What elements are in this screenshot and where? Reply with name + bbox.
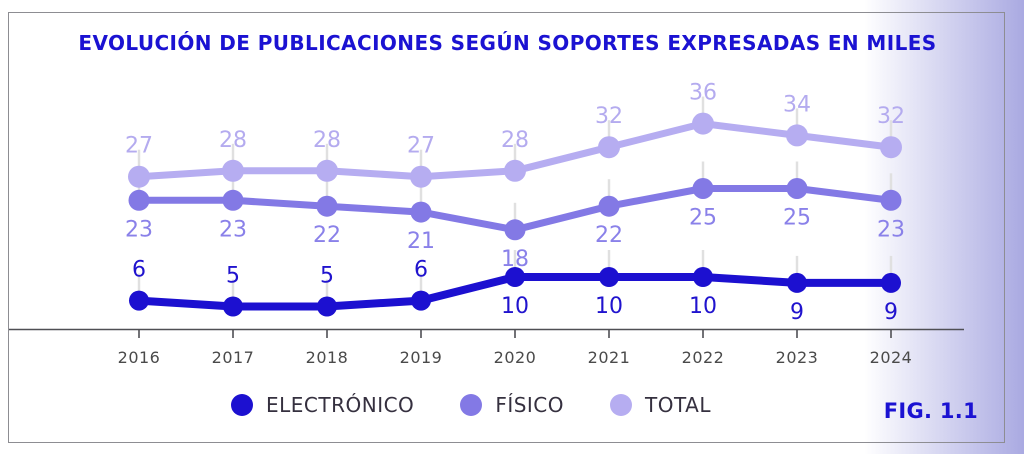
chart-legend: ELECTRÓNICO FÍSICO TOTAL xyxy=(231,393,711,417)
data-point-fisico xyxy=(316,195,338,217)
data-label-total: 28 xyxy=(313,128,341,153)
x-axis-year-label: 2019 xyxy=(400,348,443,367)
x-axis-year-label: 2020 xyxy=(494,348,537,367)
data-point-electronico xyxy=(411,290,431,311)
data-label-total: 34 xyxy=(783,92,811,117)
data-point-fisico xyxy=(880,189,902,211)
legend-item-fisico: FÍSICO xyxy=(460,393,564,417)
data-label-electronico: 6 xyxy=(132,258,146,283)
x-axis-year-label: 2024 xyxy=(870,348,913,367)
data-point-electronico xyxy=(599,267,619,287)
data-point-electronico xyxy=(881,272,901,293)
data-label-electronico: 5 xyxy=(226,264,240,289)
x-axis-year-label: 2021 xyxy=(588,348,631,367)
data-point-fisico xyxy=(128,189,150,211)
data-point-fisico xyxy=(222,189,244,211)
data-label-total: 28 xyxy=(501,128,529,153)
data-label-fisico: 22 xyxy=(595,223,623,248)
data-label-fisico: 21 xyxy=(407,229,435,254)
x-axis-year-label: 2022 xyxy=(682,348,725,367)
data-label-electronico: 9 xyxy=(790,300,804,325)
data-point-electronico xyxy=(129,290,149,311)
figure-panel-border xyxy=(8,12,1005,443)
data-label-electronico: 10 xyxy=(689,294,717,319)
legend-label-fisico: FÍSICO xyxy=(495,393,565,417)
data-label-fisico: 25 xyxy=(689,206,717,231)
data-label-electronico: 10 xyxy=(595,294,623,319)
data-label-total: 28 xyxy=(219,128,247,153)
chart-title: EVOLUCIÓN DE PUBLICACIONES SEGÚN SOPORTE… xyxy=(78,31,937,55)
data-point-total xyxy=(410,165,432,188)
legend-item-total: TOTAL xyxy=(610,393,711,417)
legend-item-electronico: ELECTRÓNICO xyxy=(231,393,414,417)
data-label-electronico: 5 xyxy=(320,264,334,289)
data-point-fisico xyxy=(504,219,526,241)
data-point-fisico xyxy=(692,178,714,199)
data-label-total: 27 xyxy=(125,134,153,159)
data-label-electronico: 10 xyxy=(501,294,529,319)
x-axis-year-label: 2017 xyxy=(212,348,255,367)
fisico-series-dot-icon xyxy=(460,394,483,416)
data-point-total xyxy=(316,159,338,182)
data-label-total: 36 xyxy=(689,81,717,106)
data-label-fisico: 23 xyxy=(125,217,153,242)
data-point-fisico xyxy=(786,178,808,199)
data-point-total xyxy=(880,136,902,159)
data-label-total: 32 xyxy=(595,104,623,129)
data-label-fisico: 23 xyxy=(877,217,905,242)
legend-label-total: TOTAL xyxy=(645,393,711,417)
data-label-fisico: 23 xyxy=(219,217,247,242)
data-point-total xyxy=(128,165,150,188)
data-label-electronico: 9 xyxy=(884,300,898,325)
data-label-total: 27 xyxy=(407,134,435,159)
legend-label-electronico: ELECTRÓNICO xyxy=(266,393,415,417)
data-label-total: 32 xyxy=(877,104,905,129)
data-point-fisico xyxy=(598,195,620,217)
data-point-total xyxy=(786,124,808,147)
x-axis-year-label: 2023 xyxy=(776,348,819,367)
data-point-electronico xyxy=(787,272,807,293)
figure-number: FIG. 1.1 xyxy=(883,399,978,423)
data-point-electronico xyxy=(693,267,713,287)
x-axis-year-label: 2016 xyxy=(118,348,161,367)
data-point-total xyxy=(692,112,714,135)
data-point-fisico xyxy=(410,201,432,223)
data-label-fisico: 22 xyxy=(313,223,341,248)
electronico-series-dot-icon xyxy=(231,394,253,416)
data-point-total xyxy=(598,136,620,159)
data-point-total xyxy=(504,159,526,182)
data-label-electronico: 6 xyxy=(414,258,428,283)
data-point-electronico xyxy=(317,296,337,317)
data-point-electronico xyxy=(505,267,525,287)
data-point-total xyxy=(222,159,244,182)
total-series-dot-icon xyxy=(610,394,633,416)
x-axis-year-label: 2018 xyxy=(306,348,349,367)
data-label-fisico: 25 xyxy=(783,206,811,231)
data-point-electronico xyxy=(223,296,243,317)
